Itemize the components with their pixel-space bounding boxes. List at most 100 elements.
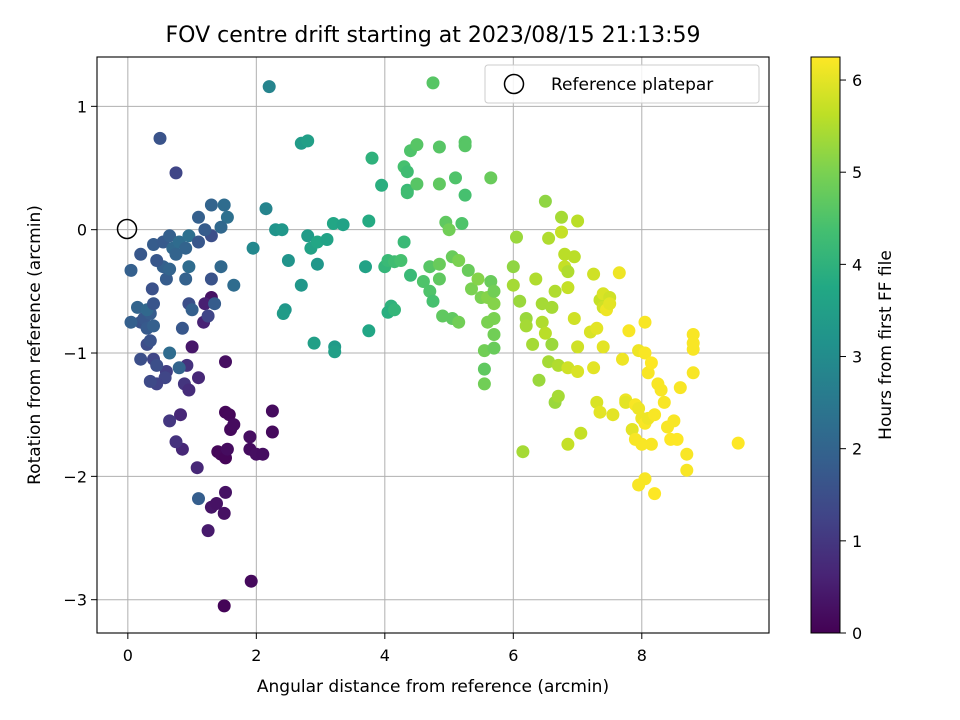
data-point <box>192 492 205 506</box>
data-point <box>622 324 636 338</box>
plot-frame <box>96 56 770 634</box>
data-point <box>201 309 215 323</box>
data-point <box>561 281 575 295</box>
data-point <box>201 524 215 538</box>
data-point <box>179 241 193 255</box>
data-point <box>301 229 315 243</box>
data-point <box>625 423 639 436</box>
data-point <box>185 303 199 317</box>
chart-title: FOV centre drift starting at 2023/08/15 … <box>166 23 701 48</box>
x-tick-label: 4 <box>380 646 390 665</box>
data-point <box>227 278 241 292</box>
data-point <box>513 294 527 308</box>
data-point <box>632 402 646 415</box>
data-point <box>276 307 290 320</box>
data-point <box>657 395 671 409</box>
data-point <box>163 229 177 243</box>
x-tick-label: 2 <box>251 646 261 665</box>
data-point <box>487 341 501 355</box>
y-tick-label: −1 <box>63 344 87 363</box>
data-point <box>484 275 498 288</box>
data-point <box>326 217 340 230</box>
y-tick-label: −3 <box>63 591 87 610</box>
data-point <box>243 430 257 444</box>
data-point <box>561 265 575 279</box>
data-point <box>169 435 183 449</box>
data-point <box>519 319 533 333</box>
data-point <box>217 506 231 520</box>
data-point <box>587 361 601 375</box>
data-point <box>458 188 472 202</box>
data-point <box>185 340 199 354</box>
colorbar-tick-label: 3 <box>852 348 862 367</box>
data-point <box>220 210 234 224</box>
data-point <box>394 254 408 267</box>
data-point <box>506 260 520 274</box>
data-point <box>545 337 559 351</box>
data-point <box>169 166 183 180</box>
data-point <box>416 275 430 288</box>
data-point <box>638 315 652 329</box>
data-point <box>635 437 649 451</box>
colorbar-tick-label: 5 <box>852 163 862 182</box>
data-point <box>294 278 308 292</box>
data-point <box>404 268 417 282</box>
data-point <box>134 247 148 261</box>
data-point <box>217 198 231 212</box>
data-point <box>686 366 700 380</box>
data-point <box>210 497 223 510</box>
data-point <box>192 210 205 224</box>
colorbar-tick-label: 0 <box>852 624 862 643</box>
data-point <box>219 485 232 499</box>
data-point <box>477 377 491 391</box>
data-point <box>616 352 629 366</box>
data-point <box>150 358 164 372</box>
data-point <box>365 151 379 165</box>
data-point <box>587 267 601 281</box>
data-point <box>574 426 588 440</box>
data-point <box>214 260 228 274</box>
data-point <box>400 186 414 200</box>
data-point <box>606 408 620 422</box>
data-point <box>731 436 745 450</box>
data-point <box>458 139 472 153</box>
data-point <box>644 437 658 451</box>
data-point <box>397 235 411 249</box>
reference-marker <box>116 218 138 240</box>
data-point <box>336 218 350 232</box>
data-point <box>153 131 167 145</box>
data-point <box>410 177 424 191</box>
data-point <box>375 178 389 192</box>
data-point <box>680 447 694 461</box>
data-point <box>548 284 562 298</box>
data-point <box>328 345 342 359</box>
y-tick-label: 1 <box>77 97 87 116</box>
data-point <box>275 223 289 237</box>
data-point <box>147 319 160 333</box>
data-point <box>163 414 177 428</box>
colorbar <box>810 56 841 634</box>
legend-entry-label: Reference platepar <box>551 75 713 95</box>
data-point <box>506 278 520 292</box>
data-point <box>400 165 414 179</box>
data-point <box>174 408 187 422</box>
data-point <box>641 366 655 380</box>
data-point <box>320 233 334 246</box>
data-point <box>510 230 523 244</box>
data-point <box>124 315 138 329</box>
data-point <box>143 334 157 348</box>
data-point <box>545 300 559 314</box>
data-point <box>192 371 205 385</box>
data-point <box>644 356 658 370</box>
data-point <box>619 395 633 409</box>
data-point <box>452 254 466 267</box>
legend-marker-icon <box>503 73 525 95</box>
data-point <box>145 282 159 296</box>
data-point <box>182 260 196 274</box>
data-point <box>571 365 585 378</box>
data-point <box>542 231 556 245</box>
data-point <box>307 336 321 350</box>
data-point <box>169 247 183 261</box>
data-point <box>175 321 189 335</box>
